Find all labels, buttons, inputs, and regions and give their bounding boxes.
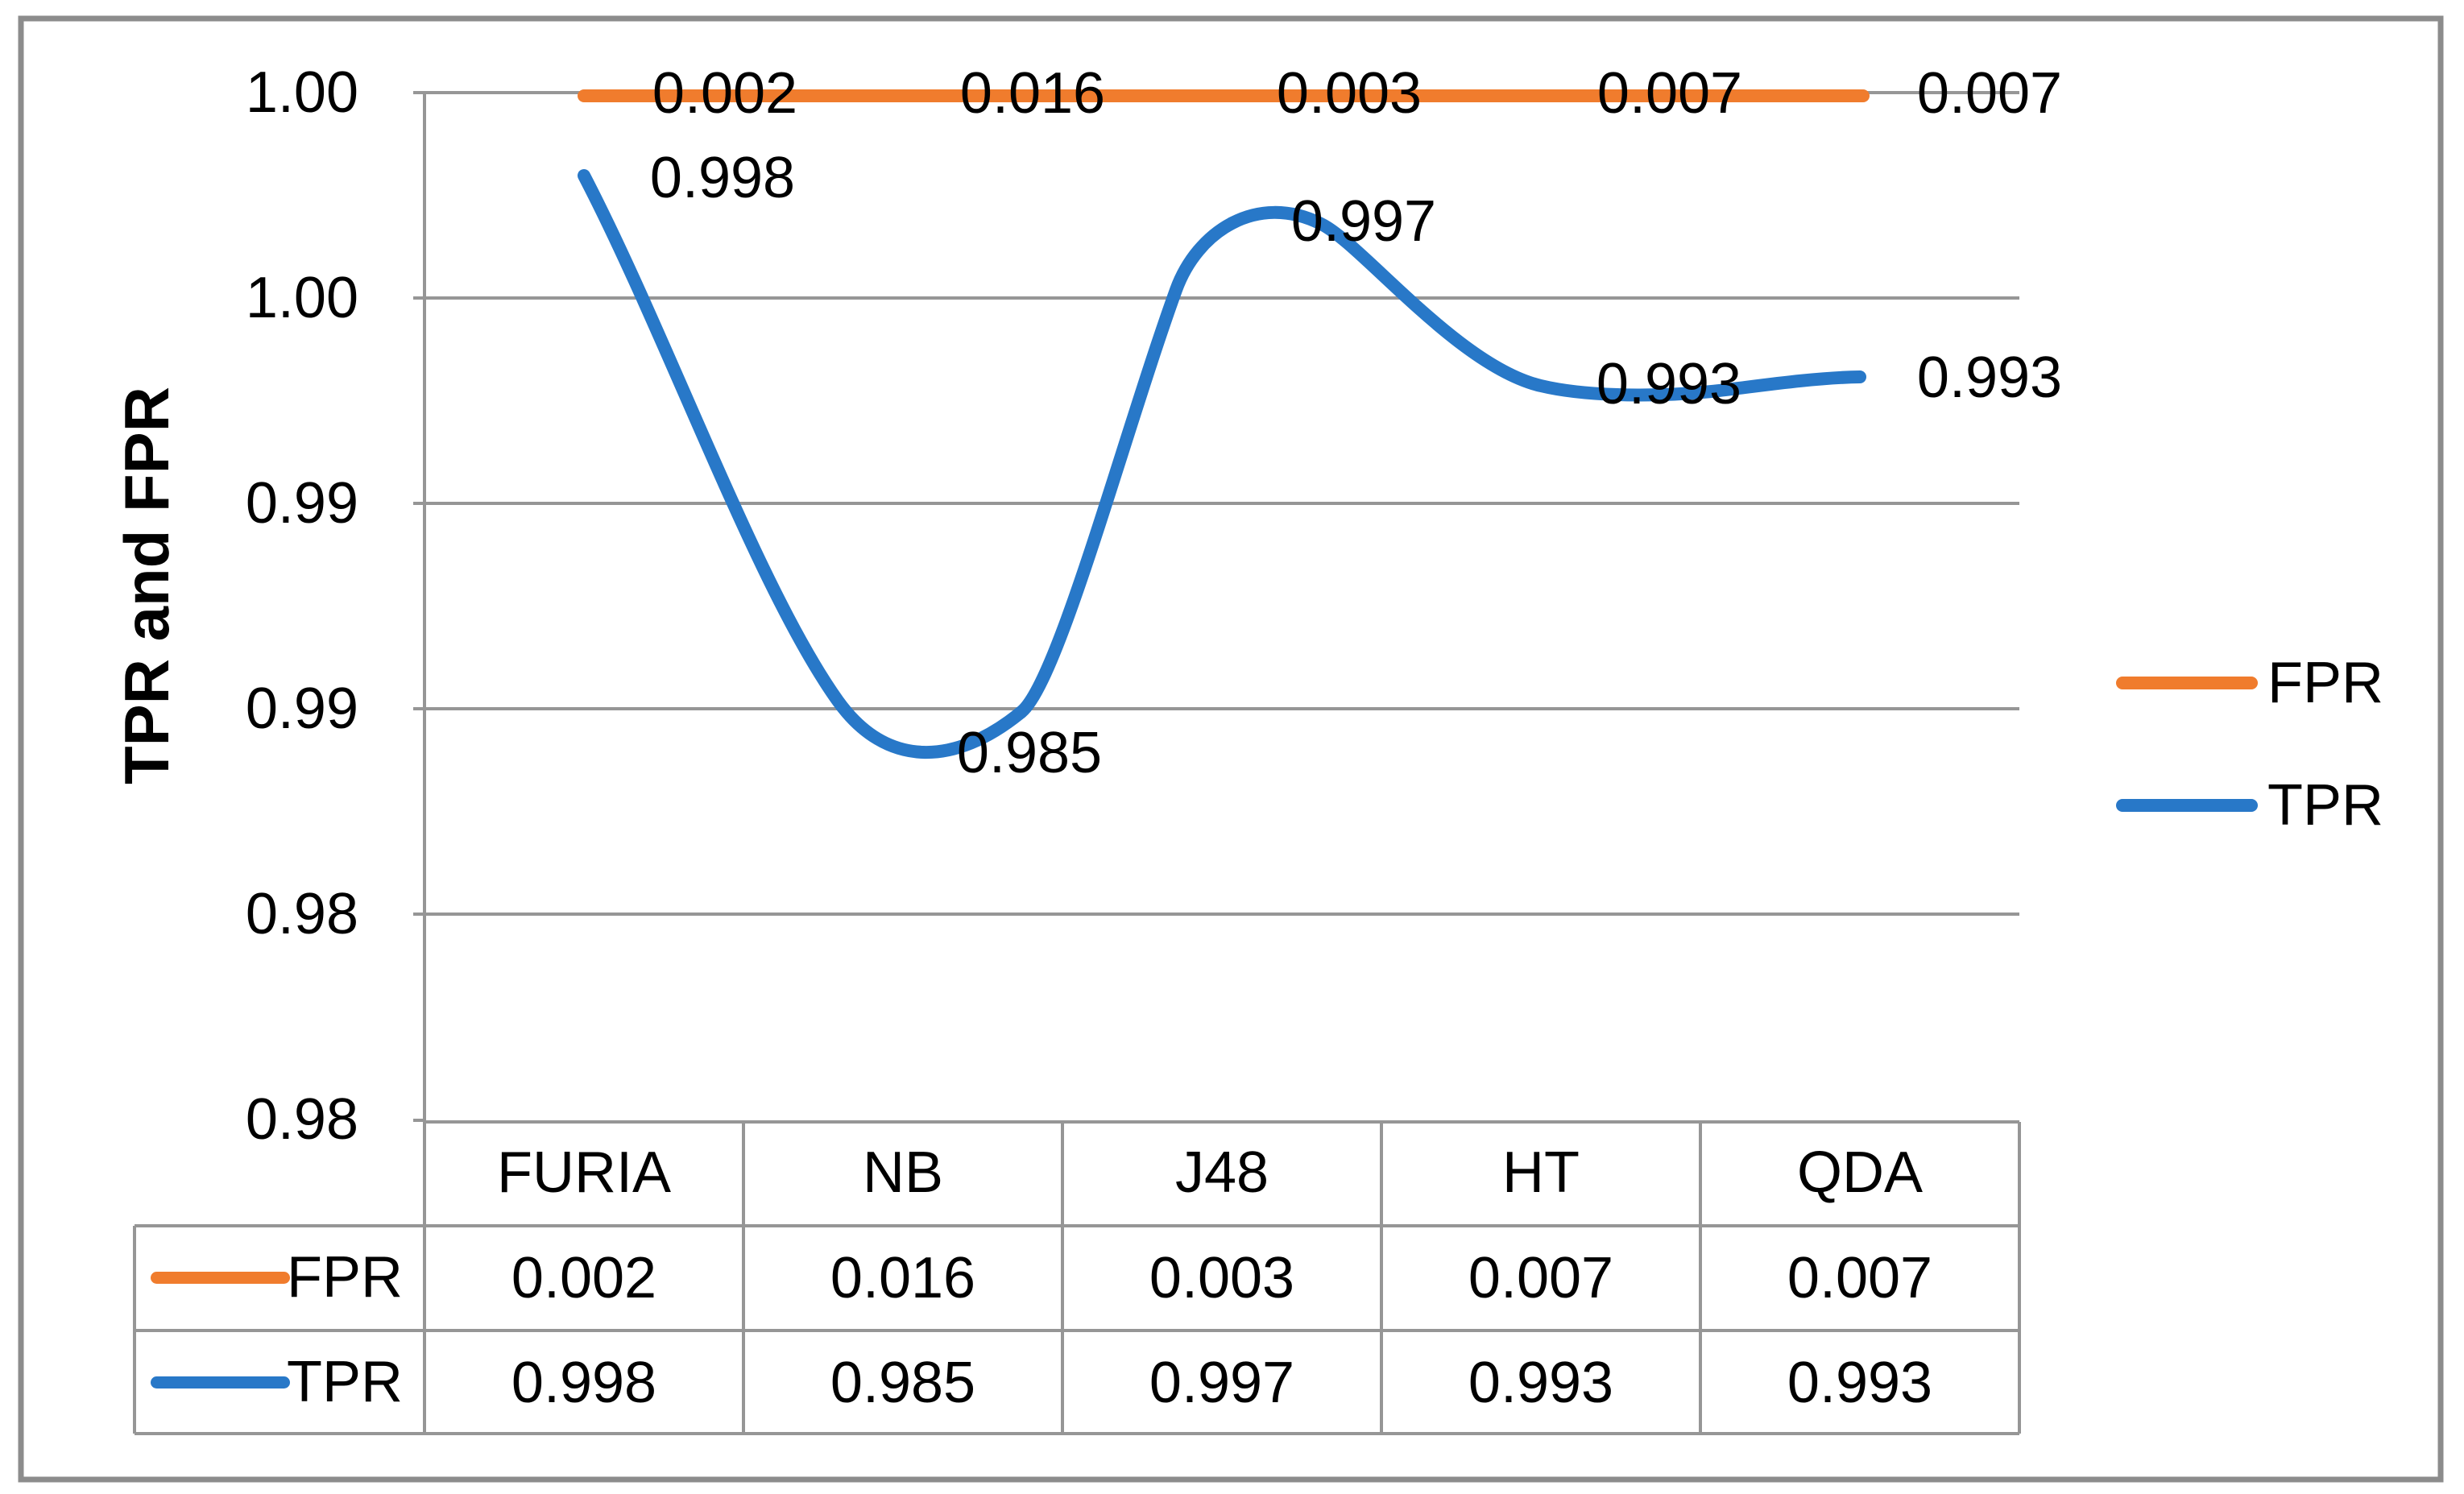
fpr-data-label: 0.016 — [959, 61, 1106, 126]
table-cell-tpr: 0.998 — [511, 1351, 657, 1415]
tpr-data-label: 0.998 — [649, 146, 796, 210]
tpr-data-label: 0.993 — [1596, 352, 1742, 416]
table-tpr-row-label: TPR — [287, 1350, 403, 1414]
fpr-data-label: 0.002 — [652, 61, 798, 126]
y-tick-label: 0.98 — [245, 1087, 358, 1152]
table-cell-tpr: 0.993 — [1787, 1351, 1933, 1415]
data-table-grid — [133, 1120, 2021, 1435]
tpr-data-label: 0.985 — [956, 721, 1103, 785]
gridlines — [424, 91, 2019, 916]
table-cell-fpr: 0.016 — [830, 1246, 976, 1310]
y-axis-title: TPR and FPR — [111, 387, 182, 785]
y-tick-label: 1.00 — [245, 266, 358, 330]
table-header-j48: J48 — [1174, 1140, 1269, 1205]
table-header-ht: HT — [1502, 1140, 1580, 1205]
table-fpr-key-swatch — [151, 1272, 290, 1284]
legend-tpr-swatch — [2116, 799, 2258, 812]
tpr-data-label: 0.993 — [1916, 346, 2063, 410]
table-header-qda: QDA — [1796, 1140, 1924, 1205]
table-cell-fpr: 0.003 — [1149, 1246, 1295, 1310]
tpr-series-line — [578, 169, 1866, 759]
y-axis — [413, 91, 426, 1435]
table-cell-fpr: 0.002 — [511, 1246, 657, 1310]
fpr-data-label: 0.007 — [1596, 61, 1743, 126]
table-cell-fpr: 0.007 — [1787, 1246, 1933, 1310]
legend-fpr-swatch — [2116, 677, 2258, 689]
tpr-data-label: 0.997 — [1290, 189, 1437, 254]
fpr-data-label: 0.003 — [1276, 61, 1422, 126]
table-fpr-row-label: FPR — [287, 1245, 403, 1310]
table-cell-fpr: 0.007 — [1468, 1246, 1614, 1310]
table-cell-tpr: 0.997 — [1149, 1351, 1295, 1415]
legend-tpr-label: TPR — [2267, 773, 2383, 838]
fpr-data-label: 0.007 — [1916, 61, 2063, 126]
table-tpr-key-swatch — [151, 1376, 290, 1388]
legend-fpr-label: FPR — [2267, 651, 2383, 715]
y-tick-label: 0.99 — [245, 471, 358, 536]
table-header-furia: FURIA — [497, 1140, 671, 1205]
y-tick-label: 0.99 — [245, 677, 358, 741]
table-cell-tpr: 0.993 — [1468, 1351, 1614, 1415]
y-tick-label: 1.00 — [245, 60, 358, 125]
figure-border — [18, 15, 2444, 1483]
table-cell-tpr: 0.985 — [830, 1351, 976, 1415]
y-tick-label: 0.98 — [245, 882, 358, 946]
table-header-nb: NB — [862, 1140, 944, 1205]
